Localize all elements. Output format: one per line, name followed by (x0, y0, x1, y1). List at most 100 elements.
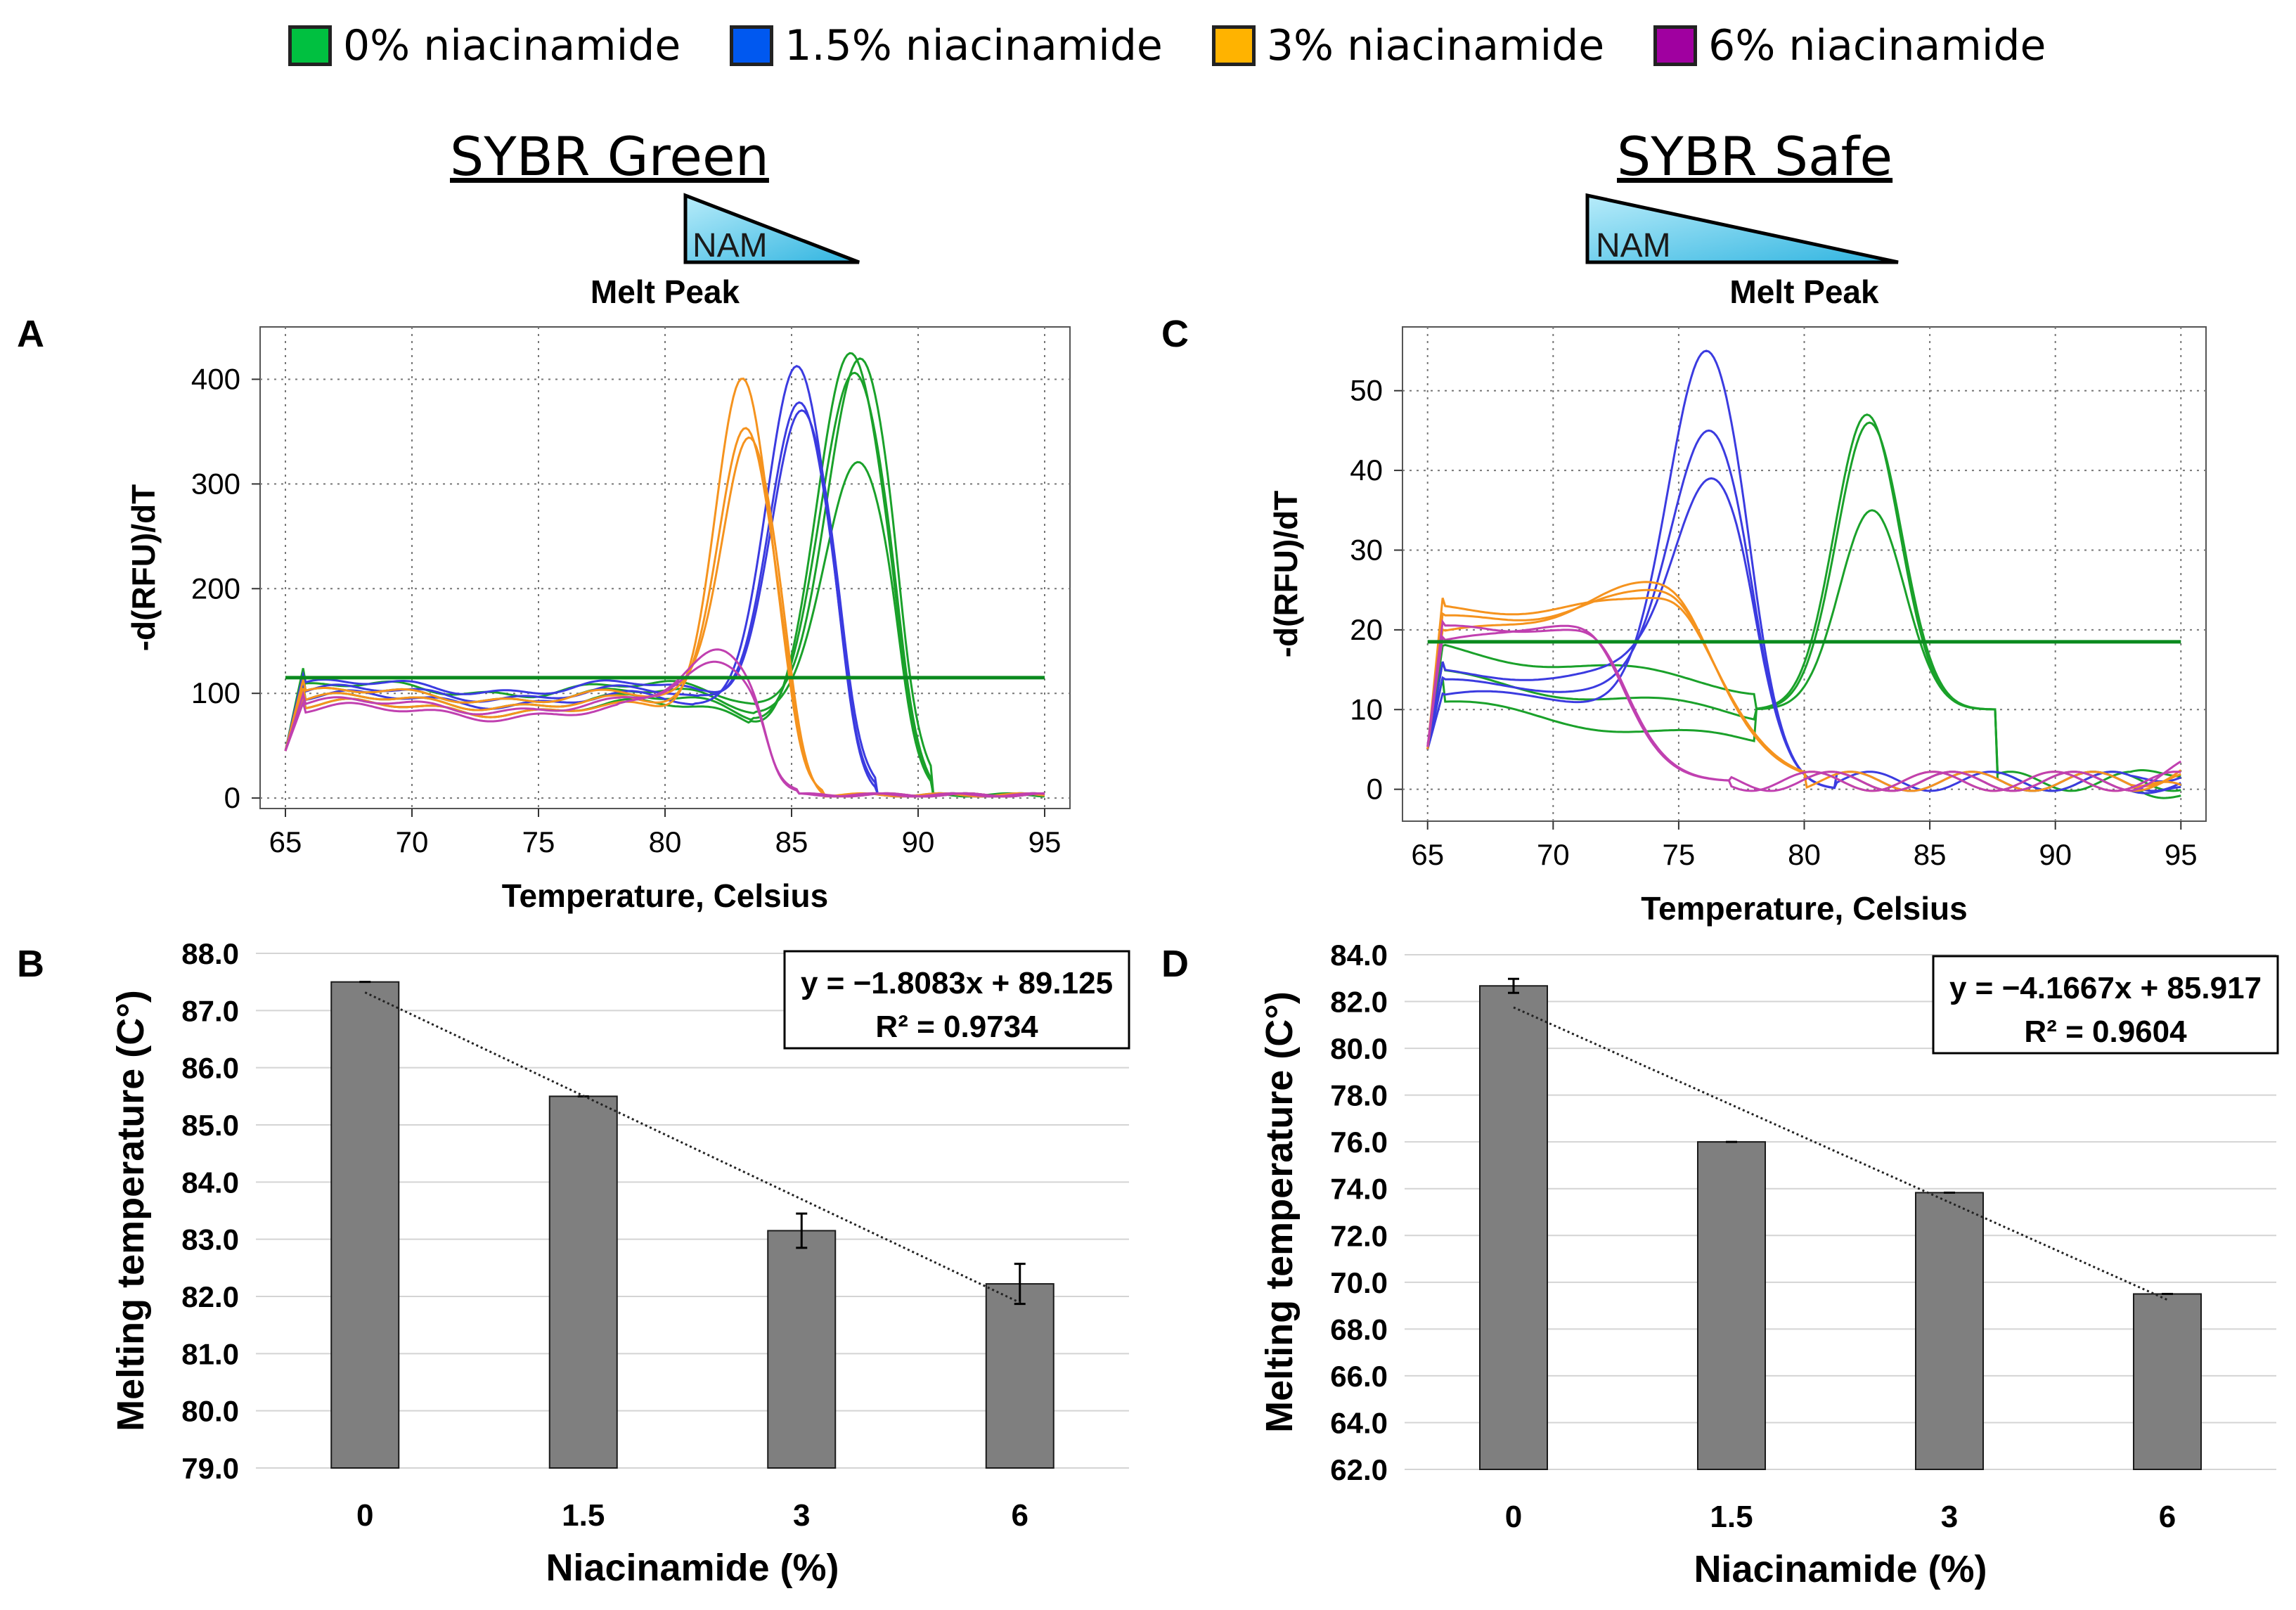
x-tick-label: 80 (1788, 838, 1821, 871)
y-tick-label: 400 (191, 362, 240, 395)
right-panel-title: SYBR Safe (1617, 125, 1893, 188)
bar-1-5 (548, 1095, 618, 1469)
y-tick-label: 86.0 (181, 1052, 239, 1085)
x-tick-label: 70 (1537, 838, 1570, 871)
legend-item-0pct: 0% niacinamide (288, 21, 681, 70)
y-axis-label: -d(RFU)/dT (1268, 491, 1304, 658)
y-tick-label: 78.0 (1330, 1079, 1388, 1112)
bar-chart-d: 62.0 64.0 66.0 68.0 70.0 72.0 74.0 76.0 78.0 80.0… (1258, 939, 2279, 1590)
bar-3 (767, 1230, 837, 1469)
y-tick-label: 79.0 (181, 1452, 239, 1485)
y-tick-label: 84.0 (1330, 939, 1388, 972)
legend-swatch-green (288, 25, 332, 66)
x-tick-label: 65 (269, 825, 302, 858)
x-axis-label: Niacinamide (%) (1694, 1548, 1987, 1590)
bar-6 (985, 1283, 1055, 1469)
chart-title: Melt Peak (591, 273, 740, 310)
x-tick-label: 3 (793, 1498, 810, 1533)
equation-box (1932, 955, 2279, 1055)
y-tick-label: 200 (191, 572, 240, 605)
panel-letter-c: C (1161, 313, 1189, 355)
r-squared: R² = 0.9734 (875, 1010, 1038, 1044)
x-axis-label: Temperature, Celsius (1641, 890, 1967, 927)
x-tick-label: 75 (1663, 838, 1696, 871)
melt-peak-chart-c: Melt Peak 65 70 75 80 85 90 95 0 10 20 30 40 50 Temper… (1268, 273, 2207, 927)
melt-curve-0pct (284, 357, 1045, 798)
equation-box (783, 950, 1130, 1050)
x-tick-label: 85 (775, 825, 808, 858)
x-axis-label: Niacinamide (%) (546, 1547, 839, 1589)
y-tick-label: 30 (1350, 533, 1383, 566)
nam-label: NAM (692, 227, 768, 264)
y-tick-label: 62.0 (1330, 1453, 1388, 1486)
y-tick-label: 70.0 (1330, 1266, 1388, 1299)
x-tick-label: 90 (902, 825, 935, 858)
legend-label: 6% niacinamide (1708, 21, 2046, 70)
y-tick-label: 20 (1350, 613, 1383, 646)
bar-chart-b: 79.0 80.0 81.0 82.0 83.0 84.0 85.0 86.0 87.0 88.0… (110, 937, 1130, 1589)
melt-curve-0pct (1426, 413, 2181, 792)
y-tick-label: 83.0 (181, 1223, 239, 1256)
x-tick-label: 65 (1411, 838, 1444, 871)
legend-item-3pct: 3% niacinamide (1211, 21, 1605, 70)
r-squared: R² = 0.9604 (2024, 1015, 2187, 1049)
y-tick-label: 85.0 (181, 1109, 239, 1142)
y-axis-label: Melting temperature (C°) (110, 990, 152, 1431)
y-tick-label: 72.0 (1330, 1219, 1388, 1252)
x-tick-label: 6 (2159, 1500, 2176, 1534)
bar-6 (2133, 1293, 2202, 1471)
y-tick-label: 76.0 (1330, 1126, 1388, 1159)
y-tick-label: 66.0 (1330, 1360, 1388, 1393)
y-tick-label: 68.0 (1330, 1313, 1388, 1346)
melt-peak-chart-a: Melt Peak 65 70 75 80 85 90 95 0 100 200 300 400 Temp… (125, 273, 1071, 914)
y-tick-label: 100 (191, 676, 240, 709)
panel-letter-b: B (17, 943, 44, 985)
bar-1-5 (1697, 1141, 1766, 1470)
y-tick-label: 40 (1350, 453, 1383, 487)
nam-gradient-triangle-left: NAM (683, 193, 860, 264)
x-tick-label: 1.5 (562, 1498, 605, 1533)
legend-label: 1.5% niacinamide (785, 21, 1163, 70)
y-tick-label: 82.0 (1330, 986, 1388, 1019)
y-tick-label: 0 (1367, 773, 1383, 806)
x-tick-label: 75 (522, 825, 555, 858)
trendline (1513, 1006, 2168, 1301)
left-panel-title: SYBR Green (450, 125, 769, 188)
panel-letter-a: A (17, 313, 44, 355)
x-tick-label: 85 (1914, 838, 1947, 871)
trend-equation: y = −1.8083x + 89.125 (801, 966, 1113, 1000)
melt-curve-6pct (1426, 619, 2181, 792)
legend-label: 3% niacinamide (1266, 21, 1605, 70)
y-tick-label: 50 (1350, 374, 1383, 407)
y-tick-label: 80.0 (181, 1395, 239, 1428)
x-tick-label: 95 (1028, 825, 1062, 858)
y-tick-label: 80.0 (1330, 1032, 1388, 1065)
y-tick-label: 88.0 (181, 937, 239, 970)
x-tick-label: 95 (2165, 838, 2198, 871)
x-tick-label: 0 (356, 1498, 373, 1533)
chart-title: Melt Peak (1729, 273, 1879, 310)
x-tick-label: 6 (1012, 1498, 1028, 1533)
x-tick-label: 70 (396, 825, 429, 858)
legend-item-6pct: 6% niacinamide (1653, 21, 2046, 70)
x-tick-label: 90 (2039, 838, 2072, 871)
y-tick-label: 74.0 (1330, 1173, 1388, 1206)
x-axis-label: Temperature, Celsius (502, 877, 828, 914)
melt-curve-6pct (1426, 624, 2182, 792)
x-tick-label: 0 (1505, 1500, 1522, 1534)
y-tick-label: 84.0 (181, 1166, 239, 1199)
y-tick-label: 81.0 (181, 1337, 239, 1370)
melt-curve-6pct (284, 660, 1045, 798)
legend: 0% niacinamide 1.5% niacinamide 3% niaci… (288, 21, 2046, 70)
bar-0 (330, 981, 400, 1469)
y-tick-label: 64.0 (1330, 1406, 1388, 1439)
trend-equation: y = −4.1667x + 85.917 (1949, 971, 2262, 1005)
nam-label: NAM (1596, 227, 1671, 264)
legend-swatch-blue (730, 25, 774, 66)
panel-letter-d: D (1161, 943, 1189, 985)
y-tick-label: 87.0 (181, 994, 239, 1027)
y-tick-label: 10 (1350, 693, 1383, 726)
legend-swatch-orange (1211, 25, 1256, 66)
legend-label: 0% niacinamide (343, 21, 681, 70)
bar-3 (1915, 1192, 1984, 1471)
